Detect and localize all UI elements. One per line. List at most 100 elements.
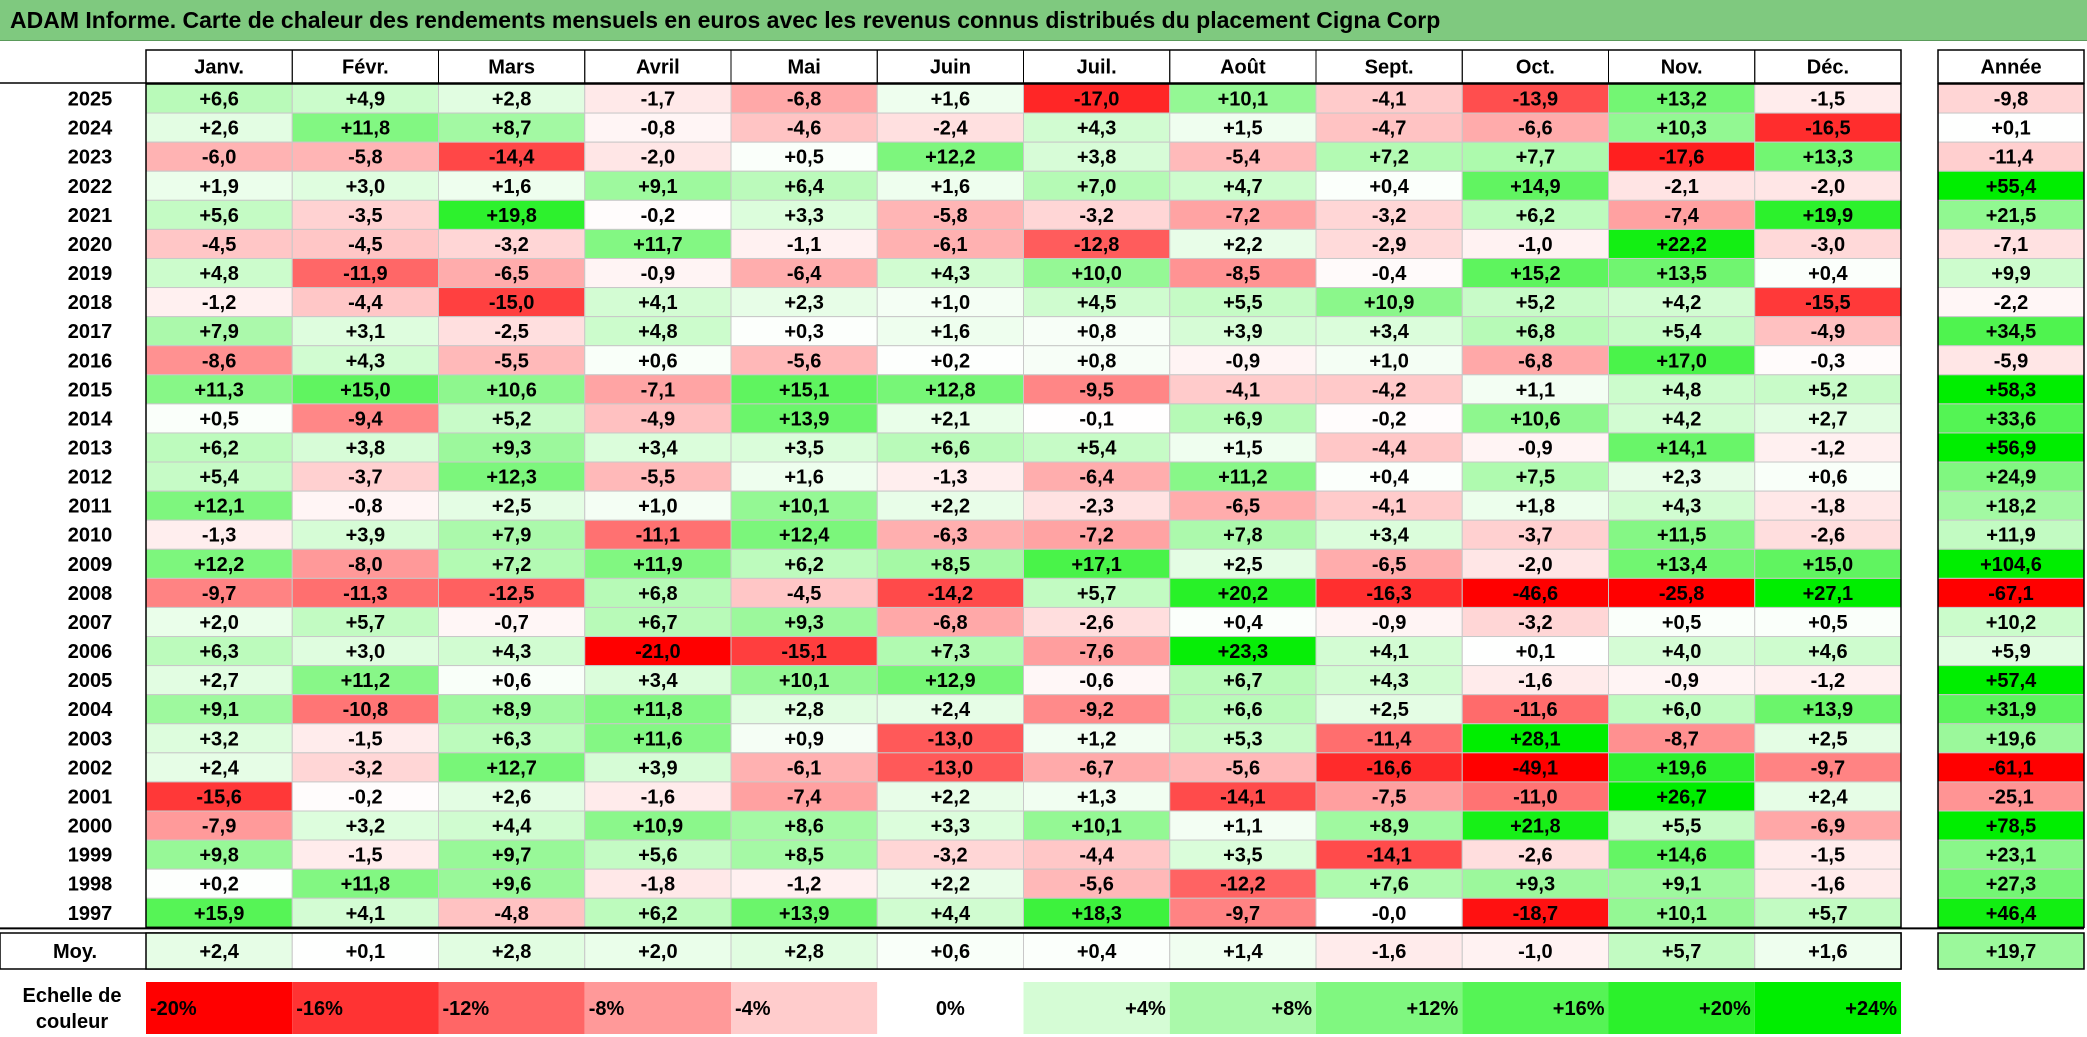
heatmap-cell-value: -0,1	[1079, 408, 1113, 430]
heatmap-cell-value: +11,9	[633, 554, 683, 576]
heatmap-cell-value: +3,8	[1077, 147, 1116, 169]
heatmap-cell-value: +4,1	[346, 903, 385, 925]
heatmap-cell-value: +5,4	[1077, 438, 1117, 460]
heatmap-cell	[291, 752, 439, 783]
heatmap-cell-value: -6,8	[787, 89, 821, 111]
heatmap-cell-value: -3,0	[1811, 234, 1845, 256]
heatmap-cell	[1461, 432, 1609, 463]
heatmap-cell	[1608, 606, 1756, 638]
heatmap-cell	[438, 345, 586, 376]
heatmap-cell-value: -7,2	[1226, 205, 1260, 227]
heatmap-cell	[584, 519, 732, 550]
heatmap-cell	[730, 461, 878, 492]
average-cell	[1754, 932, 1902, 970]
heatmap-cell	[1754, 316, 1902, 347]
heatmap-cell-value: +28,1	[1510, 728, 1561, 750]
heatmap-cell-value: +10,6	[486, 379, 537, 401]
color-scale-stop-label: 0%	[936, 998, 965, 1020]
row-year-label: 2007	[68, 612, 113, 634]
heatmap-cell	[1315, 810, 1463, 841]
heatmap-cell-value: +8,6	[784, 816, 823, 838]
row-year-label: 1997	[68, 903, 113, 925]
heatmap-cell	[1608, 228, 1756, 259]
heatmap-cell	[291, 868, 439, 899]
annual-cell-value: +57,4	[1986, 670, 2037, 692]
heatmap-cell-value: +14,1	[1656, 438, 1707, 460]
heatmap-cell	[1754, 548, 1902, 579]
heatmap-cell	[1023, 316, 1171, 347]
heatmap-cell	[1754, 257, 1902, 289]
annual-cell-value: +19,6	[1986, 728, 2037, 750]
annual-cell	[1937, 228, 2085, 259]
heatmap-cell-value: +0,9	[784, 728, 823, 750]
heatmap-cell	[438, 548, 586, 579]
heatmap-cell-value: +12,2	[925, 147, 976, 169]
heatmap-cell	[1169, 170, 1317, 201]
heatmap-cell-value: -3,2	[1372, 205, 1406, 227]
heatmap-cell	[584, 257, 732, 289]
heatmap-cell	[730, 316, 878, 347]
heatmap-cell-value: +6,6	[931, 438, 970, 460]
heatmap-cell	[1754, 636, 1902, 667]
heatmap-cell	[1754, 345, 1902, 376]
column-header-label: Déc.	[1807, 57, 1849, 79]
heatmap-cell-value: +2,3	[784, 292, 823, 314]
heatmap-cell-value: +8,9	[492, 699, 531, 721]
heatmap-cell	[145, 665, 293, 696]
heatmap-cell	[291, 199, 439, 230]
heatmap-cell-value: -4,9	[641, 408, 675, 430]
heatmap-cell-value: +4,3	[1662, 496, 1701, 518]
heatmap-cell-value: +4,7	[1223, 176, 1262, 198]
annual-cell	[1937, 83, 2085, 114]
heatmap-cell	[438, 810, 586, 841]
heatmap-cell-value: +2,4	[931, 699, 971, 721]
heatmap-cell-value: +10,1	[779, 496, 830, 518]
heatmap-cell-value: +1,1	[1223, 816, 1262, 838]
heatmap-cell	[1461, 606, 1609, 638]
heatmap-cell-value: -6,5	[1372, 554, 1406, 576]
heatmap-cell	[876, 141, 1024, 172]
average-cell	[730, 932, 878, 970]
heatmap-cell	[730, 810, 878, 841]
column-header-label: Janv.	[194, 57, 244, 79]
heatmap-cell	[1023, 897, 1171, 928]
heatmap-cell-value: +1,5	[1223, 438, 1262, 460]
color-scale-swatch	[1169, 982, 1316, 1034]
heatmap-cell-value: -12,2	[1220, 874, 1266, 896]
heatmap-cell-value: +6,2	[784, 554, 823, 576]
heatmap-cell-value: -0,9	[641, 263, 675, 285]
heatmap-cell	[876, 257, 1024, 289]
heatmap-cell	[1169, 112, 1317, 143]
heatmap-cell	[730, 199, 878, 230]
heatmap-cell-value: -0,7	[494, 612, 528, 634]
row-year-label: 2003	[68, 728, 113, 750]
heatmap-cell	[730, 897, 878, 928]
heatmap-cell	[730, 170, 878, 201]
heatmap-cell-value: +12,7	[486, 757, 537, 779]
heatmap-cell-value: +12,3	[486, 467, 537, 489]
heatmap-cell-value: -4,1	[1226, 379, 1260, 401]
heatmap-cell-value: +1,5	[1223, 118, 1262, 140]
heatmap-cell-value: +2,7	[1808, 408, 1847, 430]
heatmap-cell-value: +5,7	[1077, 583, 1116, 605]
annual-cell	[1937, 141, 2085, 172]
heatmap-cell-value: +1,3	[1077, 786, 1116, 808]
heatmap-cell-value: +12,1	[194, 496, 245, 518]
heatmap-cell	[1169, 316, 1317, 347]
heatmap-cell	[291, 374, 439, 405]
heatmap-cell-value: -11,0	[1513, 786, 1557, 808]
heatmap-cell-value: -3,2	[494, 234, 528, 256]
heatmap-cell-value: -15,6	[196, 786, 242, 808]
average-cell	[1023, 932, 1171, 970]
annual-cell-value: +11,9	[1986, 525, 2036, 547]
heatmap-cell	[291, 141, 439, 172]
heatmap-cell-value: +4,3	[1077, 118, 1116, 140]
heatmap-cell	[1169, 432, 1317, 463]
heatmap-cell	[1023, 83, 1171, 114]
heatmap-cell-value: -8,6	[202, 350, 236, 372]
annual-cell-value: -61,1	[1988, 757, 2034, 779]
heatmap-cell	[876, 636, 1024, 667]
heatmap-cell-value: -4,4	[1372, 438, 1407, 460]
heatmap-cell	[438, 170, 586, 201]
average-frame	[145, 932, 1902, 970]
